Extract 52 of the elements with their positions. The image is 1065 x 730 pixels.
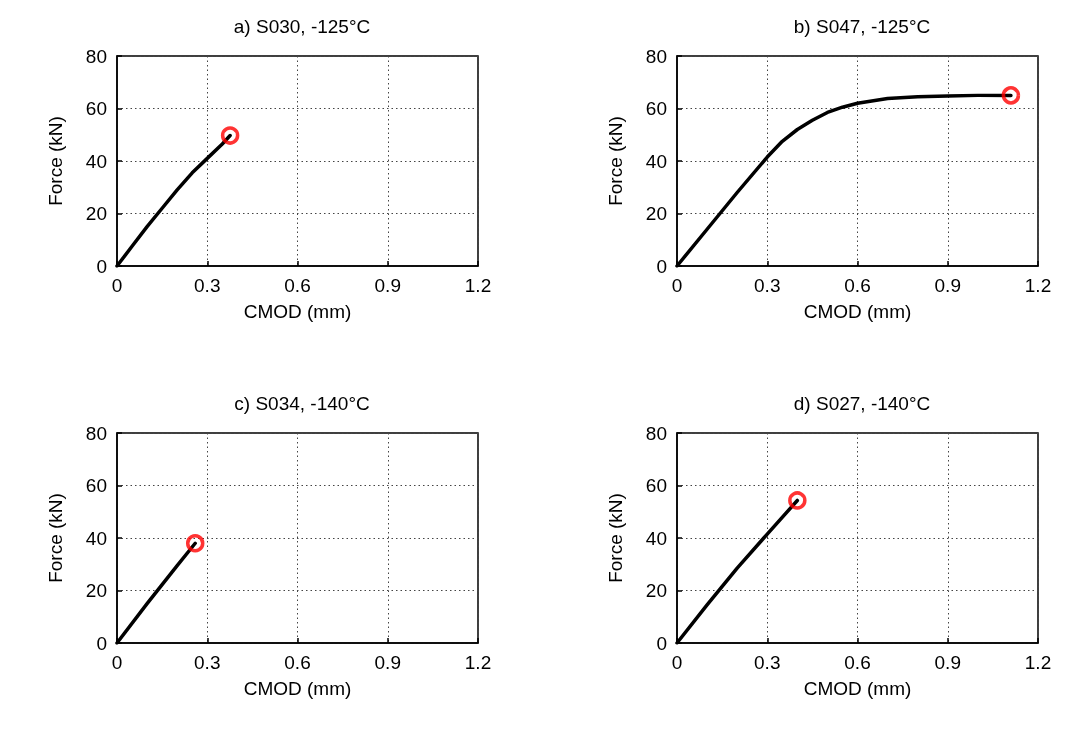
y-tick-label: 40 bbox=[85, 527, 107, 549]
y-tick-label: 0 bbox=[656, 632, 667, 654]
y-axis-title: Force (kN) bbox=[605, 116, 626, 206]
x-tick-label: 0.6 bbox=[844, 652, 871, 673]
y-tick-label: 0 bbox=[656, 255, 667, 277]
x-tick-label: 0 bbox=[111, 275, 123, 296]
y-tick-label: 20 bbox=[85, 203, 107, 224]
chart-title: b) S047, -125°C bbox=[793, 16, 931, 37]
x-tick-label: 0 bbox=[671, 275, 683, 296]
x-axis-title: CMOD (mm) bbox=[803, 301, 912, 322]
x-tick-label: 0.9 bbox=[374, 652, 401, 673]
x-tick-label: 1.2 bbox=[464, 275, 492, 296]
x-axis-title: CMOD (mm) bbox=[803, 678, 912, 699]
y-tick-label: 0 bbox=[96, 255, 107, 277]
y-tick-label: 40 bbox=[645, 150, 667, 172]
x-axis-title: CMOD (mm) bbox=[243, 678, 352, 699]
y-axis-title: Force (kN) bbox=[45, 493, 66, 583]
y-tick-label: 80 bbox=[645, 422, 667, 444]
x-tick-label: 0.9 bbox=[934, 275, 961, 296]
chart-title: d) S027, -140°C bbox=[793, 393, 931, 414]
x-tick-label: 0.6 bbox=[284, 652, 311, 673]
y-tick-label: 0 bbox=[96, 632, 107, 654]
y-tick-label: 20 bbox=[645, 580, 667, 601]
x-tick-label: 1.2 bbox=[1024, 652, 1052, 673]
x-tick-label: 0.3 bbox=[194, 652, 221, 673]
y-tick-label: 40 bbox=[85, 150, 107, 172]
y-tick-label: 60 bbox=[645, 475, 667, 496]
x-axis-title: CMOD (mm) bbox=[243, 301, 352, 322]
x-tick-label: 0.9 bbox=[374, 275, 401, 296]
x-tick-label: 0.6 bbox=[284, 275, 311, 296]
y-tick-label: 20 bbox=[85, 580, 107, 601]
x-tick-label: 0 bbox=[111, 652, 123, 673]
y-tick-label: 60 bbox=[85, 98, 107, 119]
x-tick-label: 0.9 bbox=[934, 652, 961, 673]
y-tick-label: 20 bbox=[645, 203, 667, 224]
y-axis-title: Force (kN) bbox=[45, 116, 66, 206]
y-tick-label: 80 bbox=[85, 422, 107, 444]
x-tick-label: 1.2 bbox=[464, 652, 492, 673]
y-tick-label: 80 bbox=[85, 45, 107, 67]
y-axis-title: Force (kN) bbox=[605, 493, 626, 583]
x-tick-label: 0 bbox=[671, 652, 683, 673]
y-tick-label: 60 bbox=[645, 98, 667, 119]
y-tick-label: 80 bbox=[645, 45, 667, 67]
y-tick-label: 60 bbox=[85, 475, 107, 496]
chart-title: c) S034, -140°C bbox=[234, 393, 370, 414]
x-tick-label: 0.3 bbox=[754, 275, 781, 296]
x-tick-label: 0.3 bbox=[194, 275, 221, 296]
x-tick-label: 1.2 bbox=[1024, 275, 1052, 296]
x-tick-label: 0.3 bbox=[754, 652, 781, 673]
x-tick-label: 0.6 bbox=[844, 275, 871, 296]
y-tick-label: 40 bbox=[645, 527, 667, 549]
chart-title: a) S030, -125°C bbox=[233, 16, 371, 37]
